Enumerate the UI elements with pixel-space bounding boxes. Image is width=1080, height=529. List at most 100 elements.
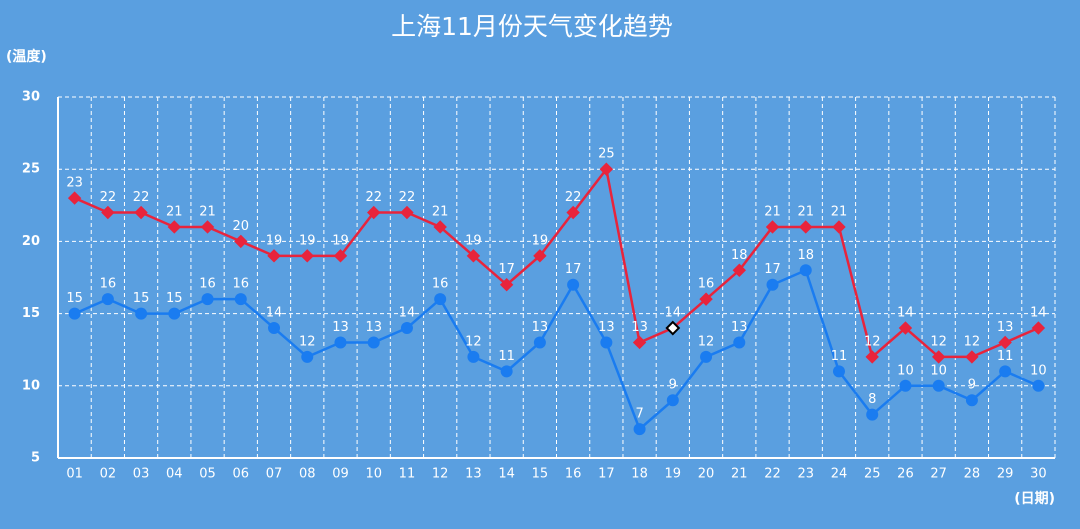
- data-label: 12: [465, 334, 482, 349]
- x-tick-label: 29: [997, 467, 1014, 482]
- point-marker: [500, 365, 513, 378]
- point-marker: [567, 278, 580, 291]
- data-label: 18: [797, 248, 814, 263]
- point-marker: [898, 321, 913, 335]
- point-marker: [167, 220, 182, 234]
- y-tick-label: 10: [22, 378, 40, 393]
- data-label: 13: [631, 320, 648, 335]
- point-marker: [533, 249, 547, 263]
- point-marker: [68, 307, 81, 320]
- data-label: 23: [66, 176, 83, 191]
- point-marker: [700, 350, 713, 363]
- x-tick-label: 08: [299, 467, 316, 482]
- point-marker: [999, 365, 1012, 378]
- x-tick-label: 02: [100, 467, 117, 482]
- point-marker: [334, 336, 347, 349]
- point-marker: [899, 379, 912, 392]
- point-marker: [998, 335, 1012, 350]
- point-marker: [865, 350, 879, 364]
- data-label: 21: [432, 204, 449, 219]
- data-label: 13: [731, 320, 748, 335]
- data-label: 17: [764, 262, 781, 277]
- point-marker: [134, 205, 148, 220]
- series-line: [74, 166, 1039, 360]
- point-marker: [832, 365, 845, 378]
- x-tick-label: 05: [199, 467, 216, 482]
- point-marker: [699, 292, 713, 306]
- data-label: 17: [498, 262, 515, 277]
- point-marker: [965, 394, 978, 407]
- data-label: 9: [968, 378, 976, 393]
- x-tick-label: 11: [399, 467, 416, 482]
- point-marker: [866, 408, 879, 421]
- data-label: 11: [831, 349, 848, 364]
- y-tick-label: 5: [31, 451, 40, 466]
- point-marker: [400, 205, 414, 220]
- point-marker: [799, 264, 812, 277]
- point-marker: [666, 394, 679, 407]
- data-label: 8: [868, 392, 876, 407]
- point-marker: [433, 220, 447, 234]
- point-marker: [600, 336, 613, 349]
- x-tick-label: 13: [465, 467, 482, 482]
- point-marker: [632, 335, 647, 350]
- point-marker: [201, 293, 214, 306]
- data-label: 16: [199, 277, 216, 292]
- point-marker: [434, 293, 447, 306]
- x-tick-label: 10: [365, 467, 382, 482]
- data-label: 21: [166, 204, 183, 219]
- point-marker: [765, 220, 780, 234]
- data-label: 15: [66, 291, 83, 306]
- x-tick-label: 16: [565, 467, 582, 482]
- point-marker: [168, 307, 181, 320]
- x-tick-label: 25: [864, 467, 881, 482]
- x-tick-label: 01: [66, 467, 83, 482]
- data-label: 15: [133, 291, 150, 306]
- x-tick-label: 12: [432, 467, 449, 482]
- data-label: 13: [997, 320, 1014, 335]
- chart-title: 上海11月份天气变化趋势: [391, 12, 673, 41]
- point-marker: [1032, 379, 1045, 392]
- data-label: 22: [399, 190, 416, 205]
- point-marker: [301, 350, 314, 363]
- point-marker: [566, 205, 580, 220]
- data-label: 21: [797, 204, 814, 219]
- data-label: 12: [964, 334, 981, 349]
- point-marker: [367, 205, 381, 220]
- x-tick-label: 14: [498, 467, 515, 482]
- data-label: 9: [669, 378, 677, 393]
- data-label: 21: [199, 204, 216, 219]
- data-label: 22: [100, 190, 117, 205]
- data-label: 16: [698, 277, 715, 292]
- point-marker: [234, 293, 247, 306]
- x-tick-label: 03: [133, 467, 150, 482]
- x-tick-label: 18: [631, 467, 648, 482]
- data-label: 19: [465, 233, 482, 248]
- x-tick-label: 04: [166, 467, 183, 482]
- data-label: 14: [665, 306, 682, 321]
- point-marker: [633, 423, 646, 436]
- point-marker: [67, 191, 82, 205]
- x-tick-label: 30: [1030, 467, 1047, 482]
- y-tick-label: 30: [22, 90, 40, 105]
- point-marker: [268, 322, 281, 335]
- data-label: 13: [332, 320, 349, 335]
- x-tick-label: 26: [897, 467, 914, 482]
- data-label: 19: [299, 233, 316, 248]
- data-label: 13: [365, 320, 382, 335]
- data-label: 20: [233, 219, 250, 234]
- data-label: 22: [133, 190, 150, 205]
- data-label: 18: [731, 248, 748, 263]
- x-tick-label: 17: [598, 467, 615, 482]
- point-marker: [733, 336, 746, 349]
- data-label: 22: [565, 190, 582, 205]
- point-marker: [932, 379, 945, 392]
- data-label: 13: [598, 320, 615, 335]
- data-label: 12: [299, 334, 316, 349]
- data-label: 19: [332, 233, 349, 248]
- x-tick-label: 20: [698, 467, 715, 482]
- data-label: 16: [100, 277, 117, 292]
- data-label: 14: [897, 306, 914, 321]
